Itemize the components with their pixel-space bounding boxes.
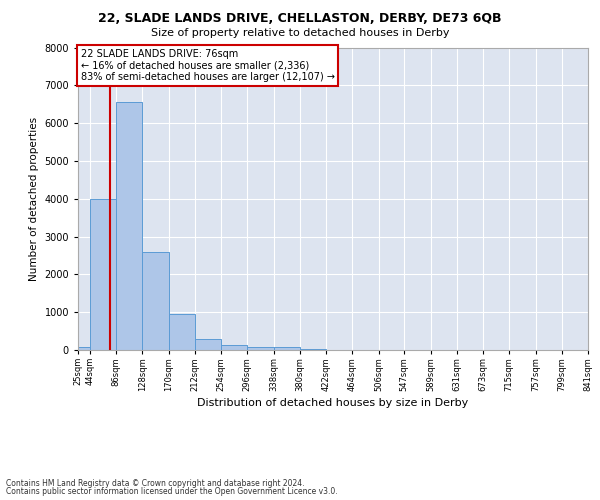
Text: 22 SLADE LANDS DRIVE: 76sqm
← 16% of detached houses are smaller (2,336)
83% of : 22 SLADE LANDS DRIVE: 76sqm ← 16% of det… <box>80 49 335 82</box>
Bar <box>221 346 247 350</box>
Text: Contains public sector information licensed under the Open Government Licence v3: Contains public sector information licen… <box>6 487 338 496</box>
Text: Contains HM Land Registry data © Crown copyright and database right 2024.: Contains HM Land Registry data © Crown c… <box>6 478 305 488</box>
Y-axis label: Number of detached properties: Number of detached properties <box>29 116 39 281</box>
Bar <box>274 347 300 350</box>
Bar <box>169 314 195 350</box>
Bar <box>78 347 90 350</box>
Bar <box>247 346 274 350</box>
Text: Size of property relative to detached houses in Derby: Size of property relative to detached ho… <box>151 28 449 38</box>
Bar <box>90 198 116 350</box>
X-axis label: Distribution of detached houses by size in Derby: Distribution of detached houses by size … <box>197 398 469 408</box>
Bar <box>142 252 169 350</box>
Bar <box>195 338 221 350</box>
Text: 22, SLADE LANDS DRIVE, CHELLASTON, DERBY, DE73 6QB: 22, SLADE LANDS DRIVE, CHELLASTON, DERBY… <box>98 12 502 26</box>
Bar <box>116 102 142 350</box>
Bar <box>300 349 326 350</box>
